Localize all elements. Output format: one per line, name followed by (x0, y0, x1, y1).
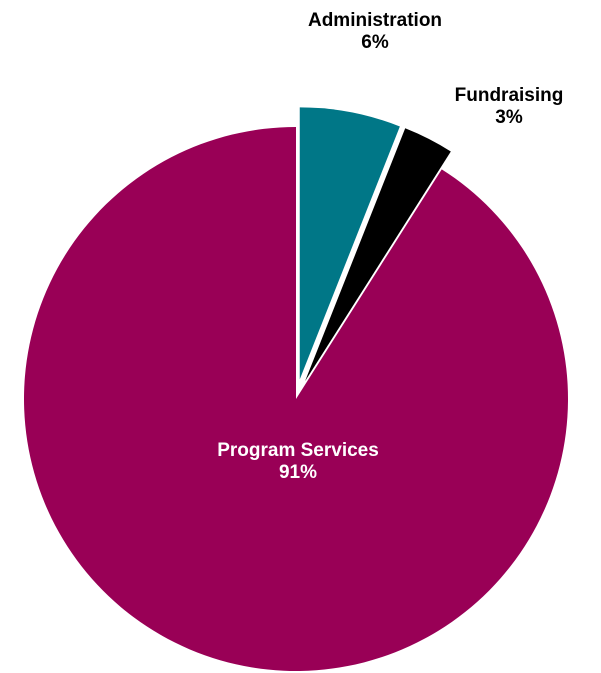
slice-label-fundraising: Fundraising (455, 85, 564, 106)
pie-slice-program-services (23, 127, 568, 672)
slice-percent-program-services: 91% (279, 462, 317, 483)
pie-slices (23, 107, 568, 672)
slice-label-program-services: Program Services (217, 440, 379, 461)
pie-slice-administration (299, 107, 400, 380)
slice-label-administration: Administration (308, 10, 442, 31)
pie-slice-fundraising (305, 128, 451, 382)
slice-percent-administration: 6% (361, 32, 389, 53)
slice-percent-fundraising: 3% (495, 107, 523, 128)
